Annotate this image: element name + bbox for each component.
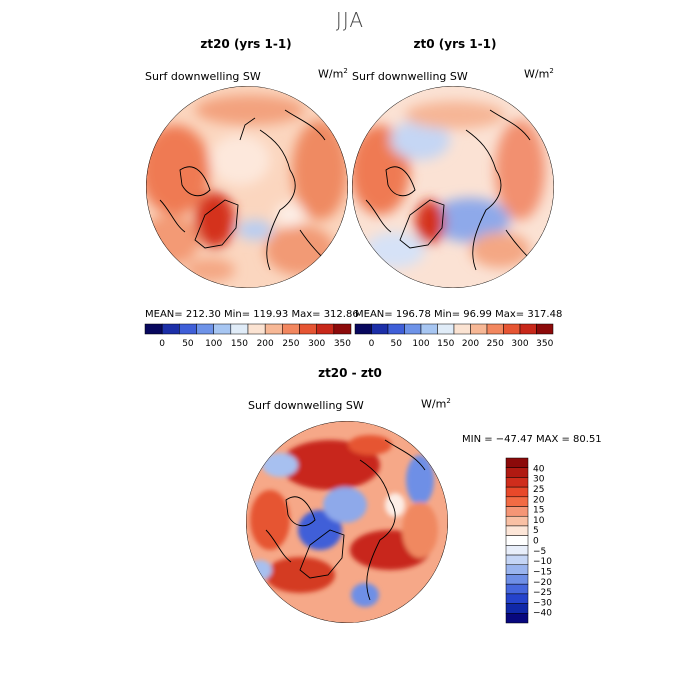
- colorbar-swatch: [179, 323, 197, 335]
- colorbar-swatch: [505, 506, 529, 517]
- colorbar-swatch: [371, 323, 389, 335]
- abs-colorbars: 0 50 100 150 200 250 300 350 0 50 100 150 200 250 300…: [144, 323, 554, 349]
- colorbar-swatch: [404, 323, 422, 335]
- colorbar-swatch: [282, 323, 300, 335]
- colorbar-swatch: [505, 467, 529, 478]
- colorbar-tick-label: 350: [536, 339, 553, 349]
- panel-3-variable: Surf downwelling SW: [248, 399, 364, 412]
- panel-1-stats: MEAN= 212.30 Min= 119.93 Max= 312.86: [145, 309, 359, 320]
- map-panel-3: [246, 421, 448, 623]
- colorbar-tick-label: 50: [391, 339, 403, 349]
- colorbar-tick-label: 25: [533, 485, 544, 495]
- colorbar-swatch: [505, 613, 529, 624]
- map-panel-1: [146, 86, 348, 288]
- colorbar-tick-label: 300: [308, 339, 325, 349]
- colorbar-tick-label: 100: [205, 339, 222, 349]
- colorbar-swatch: [505, 574, 529, 585]
- colorbar-tick-label: 0: [533, 537, 539, 547]
- colorbar-swatch: [505, 593, 529, 604]
- colorbar-swatch: [505, 603, 529, 614]
- colorbar-swatch: [437, 323, 455, 335]
- colorbar-swatch: [505, 525, 529, 536]
- colorbar-tick-label: 250: [282, 339, 299, 349]
- panel-2-units: W/m2: [524, 67, 554, 81]
- colorbar-tick-label: −15: [533, 567, 552, 577]
- colorbar-tick-label: 50: [182, 339, 194, 349]
- colorbar-swatch: [505, 535, 529, 546]
- colorbar-swatch: [144, 323, 163, 335]
- colorbar-tick-label: 40: [533, 464, 545, 474]
- colorbar-swatch: [486, 323, 504, 335]
- colorbar-swatch: [519, 323, 537, 335]
- colorbar-swatch: [505, 515, 529, 527]
- colorbar-tick-label: 0: [159, 339, 165, 349]
- colorbar-tick-label: 100: [412, 339, 429, 349]
- colorbar-swatch: [470, 323, 488, 335]
- colorbar-tick-label: 250: [487, 339, 504, 349]
- colorbar-tick-label: 15: [533, 506, 544, 516]
- panel-2-title: zt0 (yrs 1-1): [413, 37, 497, 51]
- colorbar-tick-label: 200: [257, 339, 274, 349]
- colorbar-tick-label: 200: [462, 339, 479, 349]
- colorbar-swatch: [505, 545, 529, 556]
- colorbar-tick-label: −10: [533, 557, 552, 567]
- colorbar-swatch: [213, 323, 232, 335]
- colorbar-swatch: [536, 323, 554, 335]
- colorbar-swatch: [505, 477, 529, 488]
- colorbar-tick-label: −25: [533, 588, 552, 598]
- colorbar-swatch: [505, 457, 529, 468]
- panel-2-variable: Surf downwelling SW: [352, 70, 468, 83]
- colorbar-tick-label: 20: [533, 495, 545, 505]
- colorbar-swatch: [316, 323, 335, 335]
- panel-2-stats: MEAN= 196.78 Min= 96.99 Max= 317.48: [355, 309, 563, 320]
- panel-3-title: zt20 - zt0: [318, 366, 382, 380]
- colorbar-swatch: [196, 323, 214, 335]
- panel-1-units: W/m2: [318, 67, 348, 81]
- colorbar-swatch: [161, 323, 180, 335]
- colorbar-tick-label: 350: [334, 339, 351, 349]
- colorbar-swatch: [505, 564, 529, 575]
- figure-title: JJA: [335, 8, 365, 32]
- panel-3-units: W/m2: [421, 397, 451, 411]
- colorbar-swatch: [505, 496, 529, 507]
- colorbar-tick-label: 300: [511, 339, 528, 349]
- colorbar-tick-label: −30: [533, 598, 552, 608]
- colorbar-tick-label: −20: [533, 578, 552, 588]
- colorbar-swatch: [505, 554, 529, 566]
- colorbar-swatch: [247, 323, 266, 335]
- panel-1-variable: Surf downwelling SW: [145, 70, 261, 83]
- colorbar-swatch: [453, 323, 471, 335]
- panel-3-stats: MIN = −47.47 MAX = 80.51: [462, 434, 602, 445]
- colorbar-tick-label: 150: [231, 339, 248, 349]
- colorbar-swatch: [333, 323, 352, 335]
- colorbar-panel-1: 0 50 100 150 200 250 300 350: [144, 323, 352, 349]
- colorbar-swatch: [354, 323, 372, 335]
- colorbar-swatch: [505, 583, 529, 595]
- map-panel-2: [352, 86, 554, 288]
- colorbar-tick-label: 5: [533, 526, 539, 536]
- colorbar-tick-label: 10: [533, 516, 545, 526]
- colorbar-tick-label: 0: [369, 339, 375, 349]
- colorbar-swatch: [264, 323, 283, 335]
- colorbar-swatch: [503, 323, 521, 335]
- colorbar-tick-label: 30: [533, 475, 545, 485]
- colorbar-swatch: [505, 486, 529, 498]
- colorbar-tick-label: −40: [533, 609, 552, 619]
- colorbar-swatch: [420, 323, 438, 335]
- colorbar-panel-2: 0 50 100 150 200 250 300 350: [354, 323, 554, 349]
- colorbar-swatch: [387, 323, 405, 335]
- panel-1-title: zt20 (yrs 1-1): [200, 37, 292, 51]
- colorbar-swatch: [299, 323, 317, 335]
- colorbar-swatch: [230, 323, 249, 335]
- colorbar-tick-label: −5: [533, 547, 546, 557]
- colorbar-tick-label: 150: [437, 339, 454, 349]
